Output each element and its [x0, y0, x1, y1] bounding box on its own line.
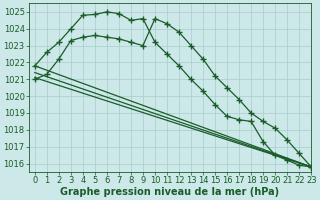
X-axis label: Graphe pression niveau de la mer (hPa): Graphe pression niveau de la mer (hPa) — [60, 187, 280, 197]
